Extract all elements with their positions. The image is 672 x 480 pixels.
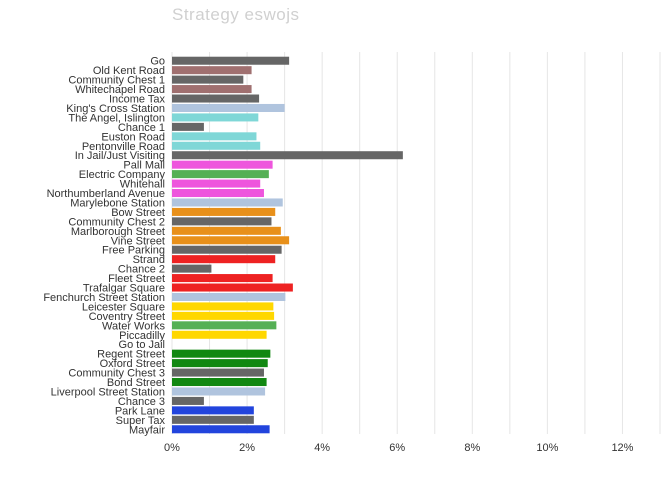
category-label: Mayfair bbox=[129, 424, 165, 436]
bar bbox=[172, 387, 266, 396]
x-tick-label: 4% bbox=[314, 442, 330, 454]
category-label: Community Chest 1 bbox=[68, 75, 165, 87]
bar bbox=[172, 292, 286, 301]
category-label: In Jail/Just Visiting bbox=[75, 150, 165, 162]
x-tick-label: 0% bbox=[164, 442, 180, 454]
bar bbox=[172, 415, 254, 424]
bar bbox=[172, 151, 403, 160]
bar bbox=[172, 349, 271, 358]
bar bbox=[172, 217, 272, 226]
bars bbox=[172, 56, 403, 434]
category-label: Whitehall bbox=[120, 179, 165, 191]
category-label: Vine Street bbox=[111, 235, 165, 247]
bar bbox=[172, 207, 276, 216]
category-label: Trafalgar Square bbox=[83, 283, 165, 295]
category-label: Free Parking bbox=[102, 245, 165, 257]
bar bbox=[172, 56, 290, 65]
category-label: Chance 2 bbox=[118, 264, 165, 276]
category-label: Electric Company bbox=[79, 169, 166, 181]
x-tick-label: 2% bbox=[239, 442, 255, 454]
category-label: Leicester Square bbox=[82, 301, 165, 313]
x-tick-label: 10% bbox=[536, 442, 558, 454]
category-label: Go bbox=[150, 56, 165, 68]
category-label: Fenchurch Street Station bbox=[43, 292, 165, 304]
category-label: Community Chest 3 bbox=[68, 368, 165, 380]
category-label: Whitechapel Road bbox=[75, 84, 165, 96]
category-label: Northumberland Avenue bbox=[47, 188, 165, 200]
category-label: Pall Mall bbox=[123, 160, 165, 172]
category-label: Pentonville Road bbox=[82, 141, 165, 153]
bar bbox=[172, 170, 269, 179]
category-label: Super Tax bbox=[116, 415, 166, 427]
bar bbox=[172, 406, 254, 415]
bar bbox=[172, 226, 281, 235]
bar bbox=[172, 283, 293, 292]
bar bbox=[172, 122, 204, 131]
bar bbox=[172, 396, 204, 405]
category-label: Marylebone Station bbox=[70, 197, 165, 209]
category-label: Community Chest 2 bbox=[68, 216, 165, 228]
x-tick-label: 12% bbox=[611, 442, 633, 454]
category-label: The Angel, Islington bbox=[68, 112, 165, 124]
category-label: Chance 3 bbox=[118, 396, 165, 408]
bar bbox=[172, 359, 268, 368]
bar bbox=[172, 321, 277, 330]
bar bbox=[172, 330, 267, 339]
x-tick-label: 8% bbox=[464, 442, 480, 454]
x-tick-labels: 0% 2% 4% 6% 8% 10% 12% bbox=[164, 442, 634, 454]
category-label: Income Tax bbox=[109, 94, 166, 106]
bar bbox=[172, 236, 290, 245]
category-label: Chance 1 bbox=[118, 122, 165, 134]
bar bbox=[172, 189, 264, 198]
bar bbox=[172, 160, 273, 169]
category-label: Old Kent Road bbox=[93, 65, 165, 77]
bar bbox=[172, 368, 264, 377]
category-label: Water Works bbox=[102, 320, 165, 332]
bar bbox=[172, 132, 257, 141]
bar bbox=[172, 103, 285, 112]
category-label: Liverpool Street Station bbox=[51, 386, 165, 398]
bar bbox=[172, 264, 212, 273]
bar bbox=[172, 255, 276, 264]
bar bbox=[172, 311, 275, 320]
bar bbox=[172, 245, 282, 254]
category-label: Euston Road bbox=[101, 131, 165, 143]
bar bbox=[172, 274, 273, 283]
bar bbox=[172, 94, 260, 103]
category-label: Go to Jail bbox=[119, 339, 165, 351]
bar bbox=[172, 113, 259, 122]
bar bbox=[172, 425, 270, 434]
bar bbox=[172, 141, 261, 150]
category-label: Marlborough Street bbox=[71, 226, 165, 238]
bar bbox=[172, 75, 244, 84]
bar bbox=[172, 85, 252, 94]
category-label: Fleet Street bbox=[108, 273, 165, 285]
category-label: Piccadilly bbox=[119, 330, 165, 342]
bar bbox=[172, 179, 261, 188]
category-label: Coventry Street bbox=[89, 311, 165, 323]
category-label: Bond Street bbox=[107, 377, 165, 389]
category-label: Bow Street bbox=[111, 207, 165, 219]
bar bbox=[172, 198, 283, 207]
category-label: King's Cross Station bbox=[66, 103, 165, 115]
bar bbox=[172, 302, 274, 311]
category-label: Regent Street bbox=[97, 349, 165, 361]
category-label: Oxford Street bbox=[100, 358, 165, 370]
category-label: Park Lane bbox=[115, 405, 165, 417]
bar bbox=[172, 66, 252, 75]
x-tick-label: 6% bbox=[389, 442, 405, 454]
category-label: Strand bbox=[133, 254, 165, 266]
bar bbox=[172, 378, 267, 387]
chart-title: Strategy eswojs bbox=[172, 5, 300, 24]
